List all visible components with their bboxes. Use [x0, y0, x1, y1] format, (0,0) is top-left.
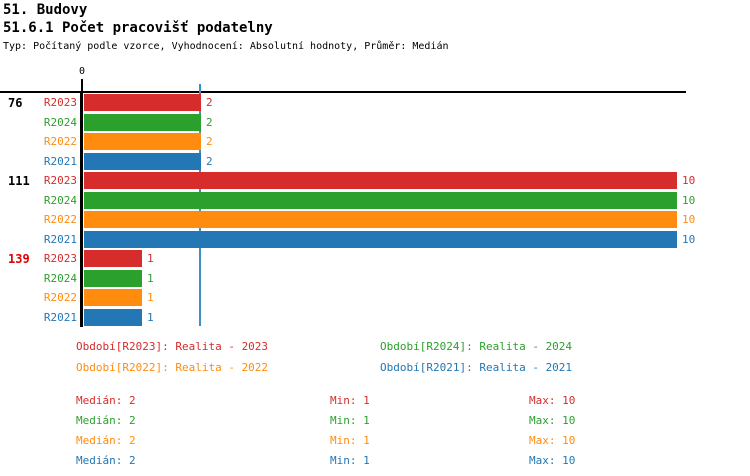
stat-max: Max: 10 [529, 394, 576, 407]
bar-value-label: 2 [206, 135, 213, 148]
bar-value-label: 10 [682, 174, 696, 187]
bar-value-label: 1 [147, 252, 154, 265]
bar-value-label: 2 [206, 155, 213, 168]
bar-row: R2023 10 [0, 172, 750, 189]
bar [84, 289, 142, 306]
bar-row: R2024 10 [0, 192, 750, 209]
bar-row: R2022 10 [0, 211, 750, 228]
stat-median: Medián: 2 [76, 414, 136, 427]
bar-row: R2024 1 [0, 270, 750, 287]
bar-value-label: 2 [206, 96, 213, 109]
stat-median: Medián: 2 [76, 454, 136, 467]
bar-value-label: 2 [206, 116, 213, 129]
bar [84, 133, 201, 150]
bar-row: R2024 2 [0, 114, 750, 131]
bar-value-label: 10 [682, 194, 696, 207]
series-label: R2021 [43, 155, 77, 168]
stat-median: Medián: 2 [76, 434, 136, 447]
bar-value-label: 10 [682, 233, 696, 246]
group-label-highlighted: 139 [8, 252, 30, 266]
bar [84, 153, 201, 170]
series-label: R2024 [43, 116, 77, 129]
group-label: 76 [8, 96, 23, 110]
legend-item: Období[R2024]: Realita - 2024 [380, 340, 573, 353]
stat-max: Max: 10 [529, 434, 576, 447]
series-label: R2022 [43, 135, 77, 148]
stat-min: Min: 1 [330, 394, 370, 407]
bar [84, 192, 677, 209]
series-label: R2024 [43, 194, 77, 207]
bar-row: R2021 10 [0, 231, 750, 248]
stat-min: Min: 1 [330, 434, 370, 447]
bar [84, 309, 142, 326]
bar [84, 114, 201, 131]
group-label: 111 [8, 174, 30, 188]
bar [84, 250, 142, 267]
bar-value-label: 1 [147, 311, 154, 324]
x-axis-tick [81, 79, 83, 91]
bar-row: R2021 2 [0, 153, 750, 170]
bar [84, 211, 677, 228]
page-title: 51. Budovy [3, 2, 88, 18]
bar-row: R2022 2 [0, 133, 750, 150]
bar [84, 94, 201, 111]
series-label: R2022 [43, 213, 77, 226]
bar [84, 231, 677, 248]
bar [84, 172, 677, 189]
stat-min: Min: 1 [330, 454, 370, 467]
legend-item: Období[R2023]: Realita - 2023 [76, 340, 269, 353]
series-label: R2021 [43, 311, 77, 324]
bar [84, 270, 142, 287]
bar-value-label: 10 [682, 213, 696, 226]
series-label: R2022 [43, 291, 77, 304]
y-axis-line [80, 91, 83, 327]
series-label: R2021 [43, 233, 77, 246]
bar-row: R2021 1 [0, 309, 750, 326]
series-label: R2024 [43, 272, 77, 285]
bar-value-label: 1 [147, 291, 154, 304]
bar-row: R2023 2 [0, 94, 750, 111]
series-label: R2023 [43, 96, 77, 109]
stat-min: Min: 1 [330, 414, 370, 427]
x-axis-origin-label: 0 [78, 66, 86, 77]
chart-meta-line: Typ: Počítaný podle vzorce, Vyhodnocení:… [3, 41, 449, 52]
bar-value-label: 1 [147, 272, 154, 285]
legend-item: Období[R2021]: Realita - 2021 [380, 361, 573, 374]
stat-median: Medián: 2 [76, 394, 136, 407]
series-label: R2023 [43, 174, 77, 187]
x-axis-line [0, 91, 686, 93]
chart-title: 51.6.1 Počet pracovišť podatelny [3, 20, 273, 36]
bar-row: R2022 1 [0, 289, 750, 306]
bar-row: R2023 1 [0, 250, 750, 267]
legend-item: Období[R2022]: Realita - 2022 [76, 361, 269, 374]
series-label: R2023 [43, 252, 77, 265]
stat-max: Max: 10 [529, 454, 576, 467]
stat-max: Max: 10 [529, 414, 576, 427]
